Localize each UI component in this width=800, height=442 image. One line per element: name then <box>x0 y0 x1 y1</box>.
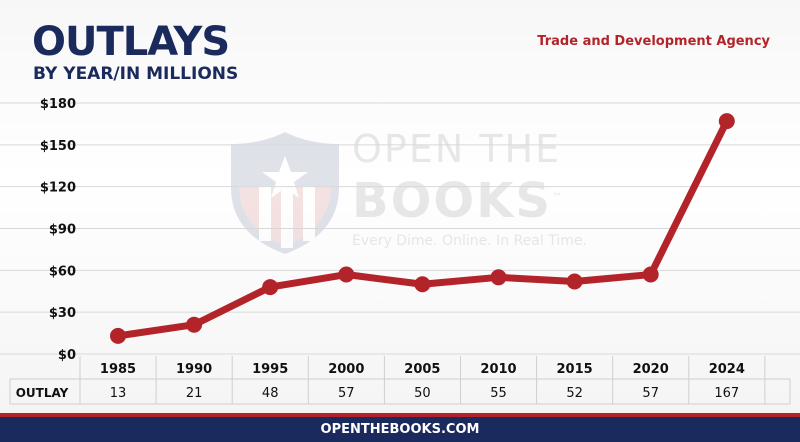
table-cell-value: 21 <box>186 386 203 401</box>
table-cell-value: 48 <box>262 386 279 401</box>
data-point <box>262 279 279 296</box>
y-tick-label: $0 <box>58 348 76 363</box>
line-chart: $0 $30 $60 $90 $120 $150 $180 1985 1990 1995 2000 2… <box>0 97 800 405</box>
table-cell-value: 167 <box>714 386 739 401</box>
x-tick-label: 2010 <box>480 362 516 377</box>
chart-subtitle: BY YEAR/IN MILLIONS <box>33 64 239 84</box>
data-point <box>186 316 203 333</box>
chart-title: OUTLAYS <box>32 19 230 65</box>
table-cell-value: 50 <box>414 386 431 401</box>
footer-stripe <box>0 413 800 417</box>
data-point <box>566 273 583 290</box>
data-point <box>642 266 659 283</box>
data-point <box>414 276 431 293</box>
table-border <box>9 378 791 405</box>
table-cell-value: 52 <box>566 386 583 401</box>
x-tick-label: 2005 <box>404 362 440 377</box>
y-tick-label: $120 <box>40 181 76 196</box>
table-cell-value: 57 <box>338 386 355 401</box>
footer-bar: OPENTHEBOOKS.COM <box>0 417 800 442</box>
y-tick-label: $60 <box>49 264 76 279</box>
table-cell-value: 55 <box>490 386 507 401</box>
y-tick-label: $30 <box>49 306 76 321</box>
data-point <box>110 327 126 344</box>
x-tick-label: 1990 <box>176 362 212 377</box>
x-tick-label: 2000 <box>328 362 364 377</box>
y-tick-label: $150 <box>40 139 76 154</box>
footer-url[interactable]: OPENTHEBOOKS.COM <box>320 422 480 437</box>
x-tick-label: 1985 <box>100 362 136 377</box>
y-tick-label: $90 <box>49 223 76 238</box>
x-tick-label: 2020 <box>633 362 669 377</box>
data-point <box>338 266 355 283</box>
table-row-label: OUTLAY <box>16 386 69 400</box>
agency-name: Trade and Development Agency <box>537 34 770 49</box>
table-cell-value: 57 <box>642 386 659 401</box>
data-point <box>718 113 735 130</box>
x-tick-label: 2024 <box>709 362 745 377</box>
x-tick-label: 2015 <box>557 362 593 377</box>
y-tick-label: $180 <box>40 97 76 112</box>
data-point <box>490 269 507 286</box>
table-cell-value: 13 <box>110 386 127 401</box>
x-tick-label: 1995 <box>252 362 288 377</box>
